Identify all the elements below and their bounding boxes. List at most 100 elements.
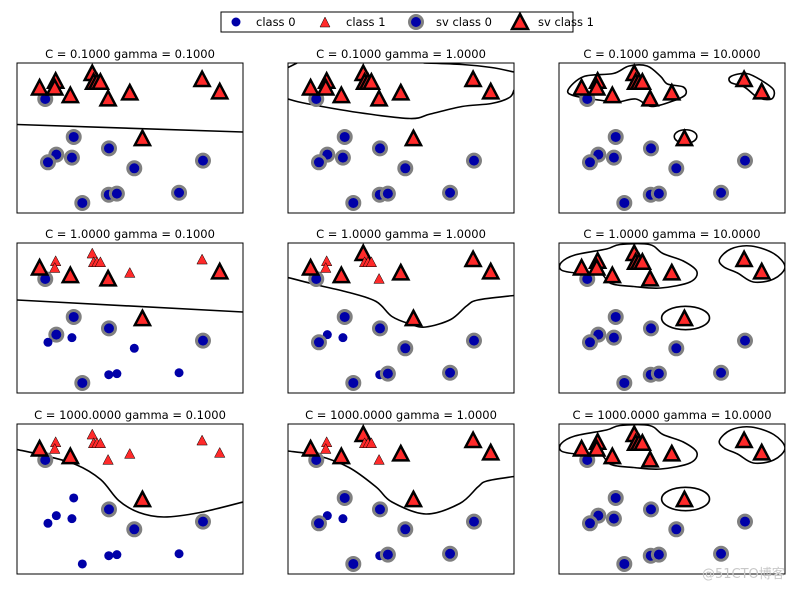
sv-class0-point	[74, 194, 91, 211]
sv-class0-point	[650, 365, 667, 382]
panel-7: C = 1000.0000 gamma = 0.1000	[16, 408, 244, 575]
sv-class1-point	[29, 438, 50, 457]
sv-class1-point	[602, 265, 623, 284]
sv-class0-point	[581, 515, 598, 532]
sv-class1-point	[602, 85, 623, 104]
class1-point	[49, 262, 61, 273]
sv-class0-point	[713, 545, 730, 562]
axes-frame	[287, 242, 515, 394]
sv-class0-point	[616, 374, 633, 391]
legend-label-class1: class 1	[346, 15, 386, 29]
sv-class0-point	[642, 140, 659, 157]
sv-class1-point	[391, 443, 411, 462]
sv-class1-point	[403, 308, 424, 327]
sv-class0-point	[465, 152, 482, 169]
sv-class0-point	[397, 521, 414, 538]
class0-point	[338, 514, 348, 524]
sv-class1-point	[403, 128, 424, 147]
sv-class0-point	[607, 308, 624, 325]
class0-point	[112, 369, 122, 379]
sv-class1-point	[210, 81, 230, 100]
sv-class1-point	[674, 489, 695, 508]
sv-class1-point	[300, 257, 321, 276]
class1-point	[124, 266, 136, 278]
sv-class1-point	[571, 77, 592, 96]
sv-class1-point	[752, 81, 772, 100]
class0-point	[112, 550, 122, 560]
class0-point	[67, 514, 77, 524]
class1-point	[214, 446, 226, 458]
sv-class0-point	[194, 513, 211, 530]
class1-point	[102, 453, 114, 465]
decision-boundary	[718, 426, 785, 465]
class0-point	[67, 333, 77, 343]
sv-class1-point	[210, 261, 230, 280]
sv-class1-point	[361, 71, 382, 90]
sv-class0-point	[48, 326, 65, 343]
decision-boundary	[17, 299, 243, 313]
sv-class0-point	[371, 140, 388, 157]
sv-class0-point	[126, 160, 143, 177]
sv-class0-point	[581, 334, 598, 351]
axes-frame	[16, 423, 244, 575]
sv-class1-point	[391, 262, 411, 281]
panel-title: C = 1000.0000 gamma = 1.0000	[305, 408, 497, 422]
sv-class1-point	[587, 257, 607, 276]
class1-point	[94, 437, 107, 448]
sv-class0-point	[65, 308, 82, 325]
class0-point	[129, 343, 139, 353]
sv-class1-point	[331, 446, 352, 465]
decision-boundary	[728, 72, 776, 101]
sv-class1-point	[403, 489, 424, 508]
sv-class0-point	[379, 185, 396, 202]
decision-boundary	[17, 123, 243, 133]
panel-title: C = 0.1000 gamma = 1.0000	[316, 47, 486, 61]
sv-class1-point	[587, 438, 607, 457]
panel-content	[559, 243, 785, 391]
panel-title: C = 1000.0000 gamma = 0.1000	[34, 408, 226, 422]
panel-content	[288, 243, 514, 391]
sv-class1-point	[752, 261, 772, 280]
sv-class1-point	[734, 429, 754, 449]
axes-frame	[558, 242, 786, 394]
sv-class0-point	[607, 489, 624, 506]
panel-content	[288, 63, 514, 211]
sv-class1-point	[98, 268, 118, 287]
panel-2: C = 0.1000 gamma = 1.0000	[287, 47, 515, 214]
sv-class1-point	[29, 77, 50, 96]
sv-class1-point	[632, 71, 653, 90]
sv-class1-point	[463, 248, 483, 268]
panel-title: C = 1000.0000 gamma = 10.0000	[572, 408, 771, 422]
sv-class0-point	[310, 515, 327, 532]
sv-class0-point	[397, 160, 414, 177]
sv-class1-point	[632, 251, 653, 270]
sv-class0-point	[668, 340, 685, 357]
sv-class0-point	[336, 489, 353, 506]
sv-class0-point	[650, 546, 667, 563]
sv-class0-point	[336, 308, 353, 325]
decision-boundary	[718, 245, 785, 284]
sv-class1-point	[463, 68, 483, 88]
sv-class0-point	[397, 340, 414, 357]
class1-point	[373, 272, 385, 284]
sv-class1-point	[640, 449, 660, 468]
sv-class1-point	[662, 82, 682, 101]
sv-class1-point	[132, 308, 153, 327]
sv-class0-point	[379, 365, 396, 382]
sv-class0-point	[581, 154, 598, 171]
sv-class0-point	[616, 555, 633, 572]
sv-class0-point	[642, 320, 659, 337]
legend-marker-class0	[231, 17, 241, 27]
panel-title: C = 1.0000 gamma = 10.0000	[583, 227, 760, 241]
class1-point	[320, 443, 332, 454]
sv-class0-point	[442, 184, 459, 201]
class0-point	[77, 559, 87, 569]
class1-point	[49, 443, 61, 454]
sv-class0-point	[379, 546, 396, 563]
panel-3: C = 0.1000 gamma = 10.0000	[558, 47, 786, 214]
sv-class0-point	[194, 152, 211, 169]
sv-class0-point	[605, 149, 622, 166]
sv-class0-point	[442, 545, 459, 562]
class1-point	[365, 437, 378, 448]
sv-class0-point	[605, 510, 622, 527]
